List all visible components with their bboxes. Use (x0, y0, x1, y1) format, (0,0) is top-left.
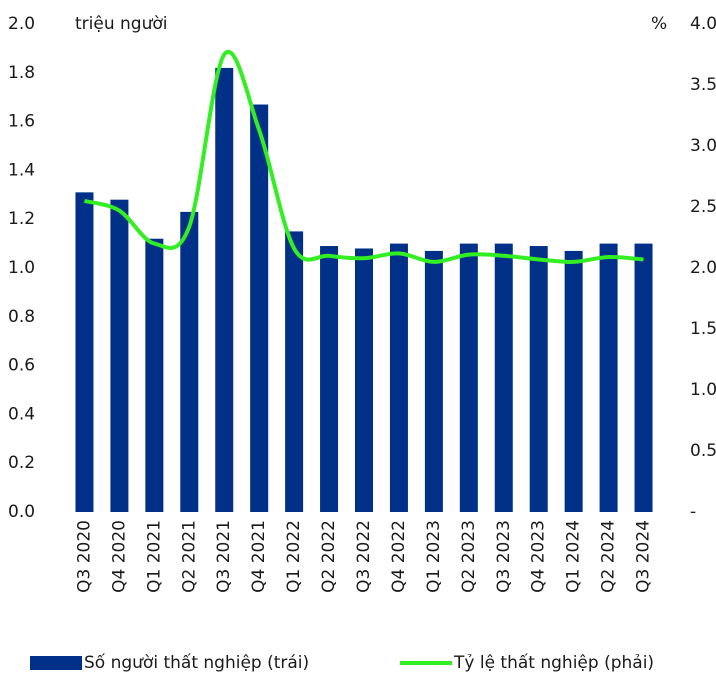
y2-tick-label: 0.5 (690, 441, 716, 461)
bar (389, 243, 408, 512)
x-tick-label: Q2 2023 (459, 520, 479, 593)
y-tick-label: 0.6 (8, 356, 35, 376)
bar (424, 250, 443, 513)
line (83, 49, 644, 264)
y-tick-label: 1.6 (8, 112, 35, 132)
bar (459, 243, 478, 512)
bar (494, 243, 513, 512)
x-tick-label: Q3 2023 (494, 520, 514, 593)
x-tick-label: Q3 2020 (74, 520, 94, 593)
bar (75, 192, 94, 513)
x-tick-label: Q1 2021 (144, 520, 164, 593)
x-tick-label: Q3 2021 (214, 520, 234, 593)
x-tick-label: Q2 2024 (599, 520, 619, 593)
y2-tick-label: 4.0 (690, 14, 716, 34)
y-tick-label: 1.0 (8, 258, 35, 278)
y-tick-label: 0.0 (8, 502, 35, 522)
y2-axis-title: % (651, 14, 667, 34)
y2-tick-label: 1.5 (690, 319, 716, 339)
y-tick-label: 1.8 (8, 63, 35, 83)
x-tick-label: Q2 2022 (319, 520, 339, 593)
x-tick-label: Q4 2020 (109, 520, 129, 593)
bar (599, 243, 618, 512)
bar (250, 104, 269, 513)
legend-label: Số người thất nghiệp (trái) (84, 652, 309, 673)
y-tick-label: 0.4 (8, 404, 35, 424)
y-tick-label: 0.2 (8, 453, 35, 473)
x-tick-label: Q2 2021 (179, 520, 199, 593)
bar (215, 67, 234, 513)
y2-tick-label: 2.5 (690, 197, 716, 217)
y-tick-label: 1.4 (8, 160, 35, 180)
x-tick-label: Q1 2022 (284, 520, 304, 593)
y-tick-label: 1.2 (8, 209, 35, 229)
y-axis-title: triệu người (75, 14, 167, 34)
legend-swatch (30, 656, 82, 670)
bar (529, 246, 548, 513)
x-tick-label: Q1 2024 (564, 520, 584, 593)
bar (180, 211, 199, 512)
bar (110, 199, 129, 512)
y-tick-label: 0.8 (8, 307, 35, 327)
x-tick-label: Q3 2022 (354, 520, 374, 593)
bar (564, 250, 583, 513)
bar (285, 231, 304, 512)
y2-tick-label: 3.0 (690, 136, 716, 156)
x-tick-label: Q4 2021 (249, 520, 269, 593)
y2-tick-label: 3.5 (690, 75, 716, 95)
x-tick-label: Q4 2023 (529, 520, 549, 593)
bar (634, 243, 653, 512)
y2-tick-label: - (690, 502, 696, 522)
legend-label: Tỷ lệ thất nghiệp (phải) (453, 652, 654, 673)
y2-tick-label: 1.0 (690, 380, 716, 400)
bar (355, 248, 373, 513)
x-tick-label: Q3 2024 (634, 520, 654, 593)
y2-tick-label: 2.0 (690, 258, 716, 278)
x-tick-label: Q1 2023 (424, 520, 444, 593)
bar (145, 238, 164, 512)
y-tick-label: 2.0 (8, 14, 35, 34)
bar (320, 246, 339, 513)
x-tick-label: Q4 2022 (389, 520, 409, 593)
